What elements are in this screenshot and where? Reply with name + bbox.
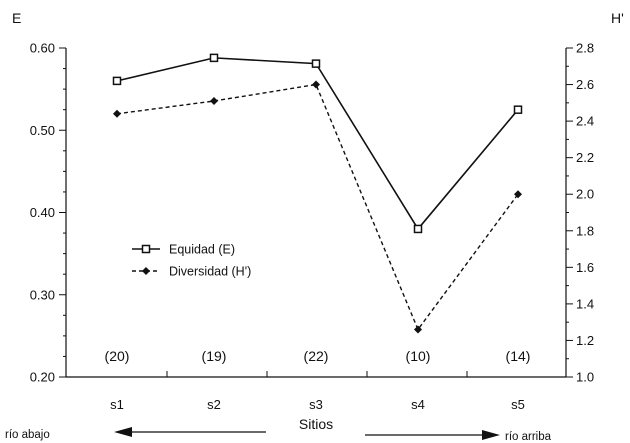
point-diversidad [514,190,522,199]
right-axis-tick-label: 2.6 [576,77,594,92]
left-axis-tick-label: 0.20 [30,370,55,385]
left-axis-tick-label: 0.60 [30,41,55,56]
point-diversidad [210,97,218,106]
left-axis-tick-label: 0.30 [30,287,55,302]
right-axis-tick-label: 1.4 [576,296,594,311]
point-diversidad [312,80,320,89]
point-equidad [513,105,523,114]
point-equidad [413,224,423,234]
right-axis-tick-label: 2.0 [576,187,594,202]
sample-count-label: (22) [304,348,329,364]
right-axis-tick-label: 1.6 [576,260,594,275]
point-equidad [311,59,321,68]
upstream-arrowhead [482,430,500,440]
downstream-label: río abajo [5,429,50,441]
downstream-arrowhead [114,427,132,437]
upstream-label: río arriba [505,431,552,443]
point-diversidad [414,325,422,334]
right-axis-tick-label: 2.4 [576,114,594,129]
left-axis-tick-label: 0.40 [30,205,55,220]
sample-count-label: (14) [506,348,531,364]
right-axis-tick-label: 1.8 [576,223,594,238]
series-line-diversidad [116,83,519,331]
x-axis-tick-label: s5 [511,397,525,412]
point-equidad [112,76,122,86]
x-axis-tick-label: s1 [110,397,124,412]
x-axis-title: Sitios [299,416,333,432]
left-axis-tick-label: 0.50 [30,123,55,138]
legend-marker-diversidad [142,267,150,275]
right-axis-tick-label: 1.0 [576,370,594,385]
right-axis-tick-label: 1.2 [576,333,594,348]
sample-count-label: (20) [105,348,130,364]
x-axis-tick-label: s4 [411,397,425,412]
sample-count-label: (10) [406,348,431,364]
legend-marker-equidad [141,244,151,254]
legend-label-equidad: Equidad (E) [169,243,235,257]
x-axis-tick-label: s2 [207,397,221,412]
right-axis-tick-label: 2.8 [576,41,594,56]
legend-label-diversidad: Diversidad (H') [169,265,251,279]
right-axis-tick-label: 2.2 [576,150,594,165]
point-equidad [209,53,219,63]
sample-count-label: (19) [202,348,227,364]
right-axis-title: H' [611,10,624,26]
point-diversidad [113,109,121,118]
left-axis-title: E [12,10,21,26]
x-axis-tick-label: s3 [309,397,323,412]
